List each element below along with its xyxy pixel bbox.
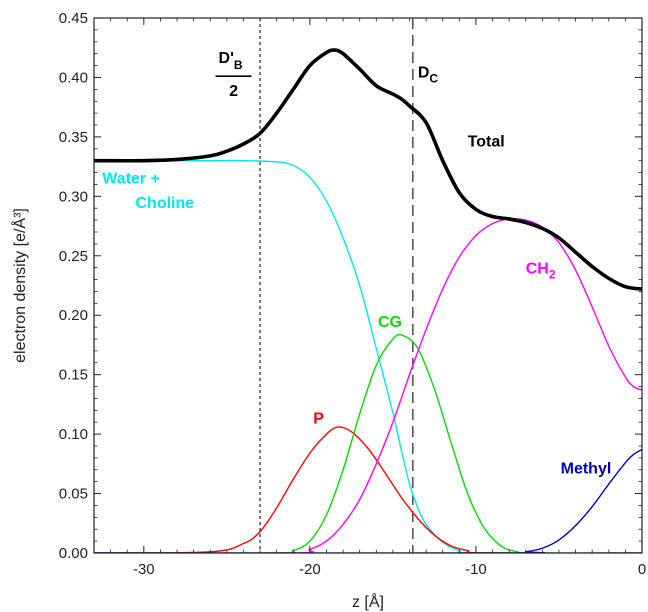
annotation-text: P <box>313 410 324 427</box>
series-line-ch2 <box>94 217 642 553</box>
y-tick-label: 0.05 <box>59 486 88 503</box>
series-line-water-choline <box>94 159 642 553</box>
annotation-db-denominator: 2 <box>229 83 238 100</box>
plot-frame <box>93 17 643 554</box>
annotation-text: Water + <box>102 170 160 187</box>
y-tick-label: 0.20 <box>59 307 88 324</box>
x-tick-label: -20 <box>299 561 321 578</box>
annotation-text: Total <box>468 133 505 150</box>
series-line-total <box>94 48 642 291</box>
axis-ticks: -30 -20 -10 0 0.00 0.05 0.10 0.15 0.20 0.25 0.30 0.… <box>59 10 646 578</box>
series-line-p <box>94 426 642 553</box>
annotation-db-sub: B <box>234 58 243 72</box>
annotation-text: Methyl <box>561 460 612 477</box>
annotation-subscript: 2 <box>549 268 556 282</box>
y-axis-title: electron density [e/Å³] <box>10 208 29 363</box>
y-tick-label: 0.40 <box>59 69 88 86</box>
annotation-text: CH <box>526 261 549 278</box>
y-tick-label: 0.35 <box>59 129 88 146</box>
annotation-subscript: C <box>429 71 438 85</box>
annotation-db-main: D' <box>219 50 234 67</box>
y-tick-label: 0.25 <box>59 248 88 265</box>
x-axis-title: z [Å] <box>352 592 384 611</box>
x-tick-label: -10 <box>465 561 487 578</box>
annotation-choline: Choline <box>136 195 195 212</box>
annotation-db-half-numerator: D'B <box>219 50 243 72</box>
y-tick-label: 0.00 <box>59 545 88 562</box>
annotation-text: D <box>418 64 430 81</box>
series-line-cg <box>94 333 642 553</box>
series-lines <box>94 48 642 553</box>
annotation-text: CG <box>378 314 402 331</box>
y-tick-label: 0.30 <box>59 188 88 205</box>
y-tick-label: 0.10 <box>59 426 88 443</box>
annotation-water: Water + <box>102 170 160 187</box>
y-tick-label: 0.15 <box>59 367 88 384</box>
annotation-ch: CH2 <box>526 261 556 282</box>
annotation-methyl: Methyl <box>561 460 612 477</box>
annotation-d: DC <box>418 64 439 85</box>
annotation-cg: CG <box>378 314 402 331</box>
x-tick-label: -30 <box>133 561 155 578</box>
x-tick-label: 0 <box>638 561 646 578</box>
annotation-p: P <box>313 410 324 427</box>
series-line-methyl <box>94 448 642 553</box>
annotation-text: Choline <box>136 195 195 212</box>
annotation-total: Total <box>468 133 505 150</box>
y-tick-label: 0.45 <box>59 10 88 27</box>
